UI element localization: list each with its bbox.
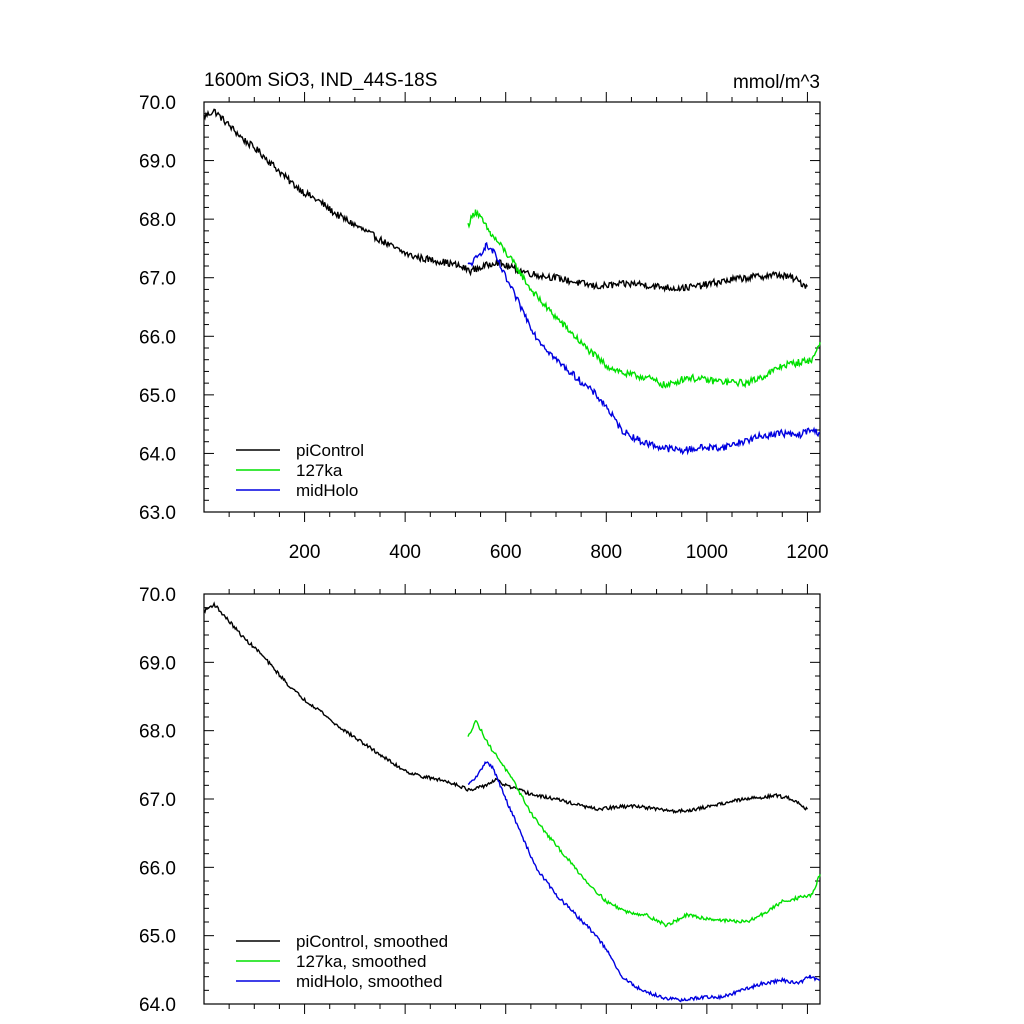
y-tick-label: 70.0: [139, 585, 176, 606]
y-tick-label: 66.0: [139, 327, 176, 348]
x-tick-label: 600: [490, 542, 522, 563]
plot-frame: [203, 101, 821, 513]
y-tick-label: 70.0: [139, 93, 176, 114]
series-line-1: [467, 209, 821, 389]
series-lines: [203, 108, 821, 456]
x-axis: [228, 584, 808, 1014]
series-line-1: [467, 719, 821, 928]
x-tick-label: 800: [590, 542, 622, 563]
legend-label: midHolo, smoothed: [296, 972, 442, 991]
legend-label: midHolo: [296, 481, 358, 500]
y-tick-label: 64.0: [139, 444, 176, 465]
x-tick-label: 400: [389, 542, 421, 563]
legend-label: 127ka: [296, 461, 343, 480]
x-tick-label: 1200: [786, 542, 828, 563]
y-tick-label: 65.0: [139, 386, 176, 407]
series-line-2: [467, 241, 821, 456]
y-tick-label: 68.0: [139, 722, 176, 743]
y-axis: 63.0 64.0 65.0 66.0 67.0 68.0 69.0 70.0: [139, 93, 820, 524]
top-panel: 1600m SiO3, IND_44S-18S mmol/m^3 63.0 64.…: [139, 70, 829, 563]
x-tick-label: 1000: [686, 542, 728, 563]
y-tick-label: 66.0: [139, 858, 176, 879]
y-tick-label: 63.0: [139, 503, 176, 524]
series-line-2: [467, 760, 821, 1003]
units-label: mmol/m^3: [733, 72, 820, 93]
series-line-0: [203, 601, 808, 815]
series-lines: [203, 601, 821, 1003]
chart-title: 1600m SiO3, IND_44S-18S: [204, 70, 437, 91]
y-tick-label: 67.0: [139, 790, 176, 811]
y-tick-label: 67.0: [139, 269, 176, 290]
legend-label: 127ka, smoothed: [296, 952, 426, 971]
y-tick-label: 65.0: [139, 927, 176, 948]
y-tick-label: 64.0: [139, 995, 176, 1016]
y-axis: 64.0 65.0 66.0 67.0 68.0 69.0 70.0: [139, 585, 820, 1016]
y-tick-label: 69.0: [139, 152, 176, 173]
legend-label: piControl, smoothed: [296, 932, 448, 951]
y-tick-label: 69.0: [139, 653, 176, 674]
series-line-0: [203, 108, 808, 293]
legend-label: piControl: [296, 441, 364, 460]
y-tick-label: 68.0: [139, 210, 176, 231]
bottom-panel: 64.0 65.0 66.0 67.0 68.0 69.0 70.0 piControl, …: [139, 584, 821, 1016]
x-tick-label: 200: [289, 542, 321, 563]
x-axis: 200 400 600 800 1000 1200: [228, 92, 829, 563]
